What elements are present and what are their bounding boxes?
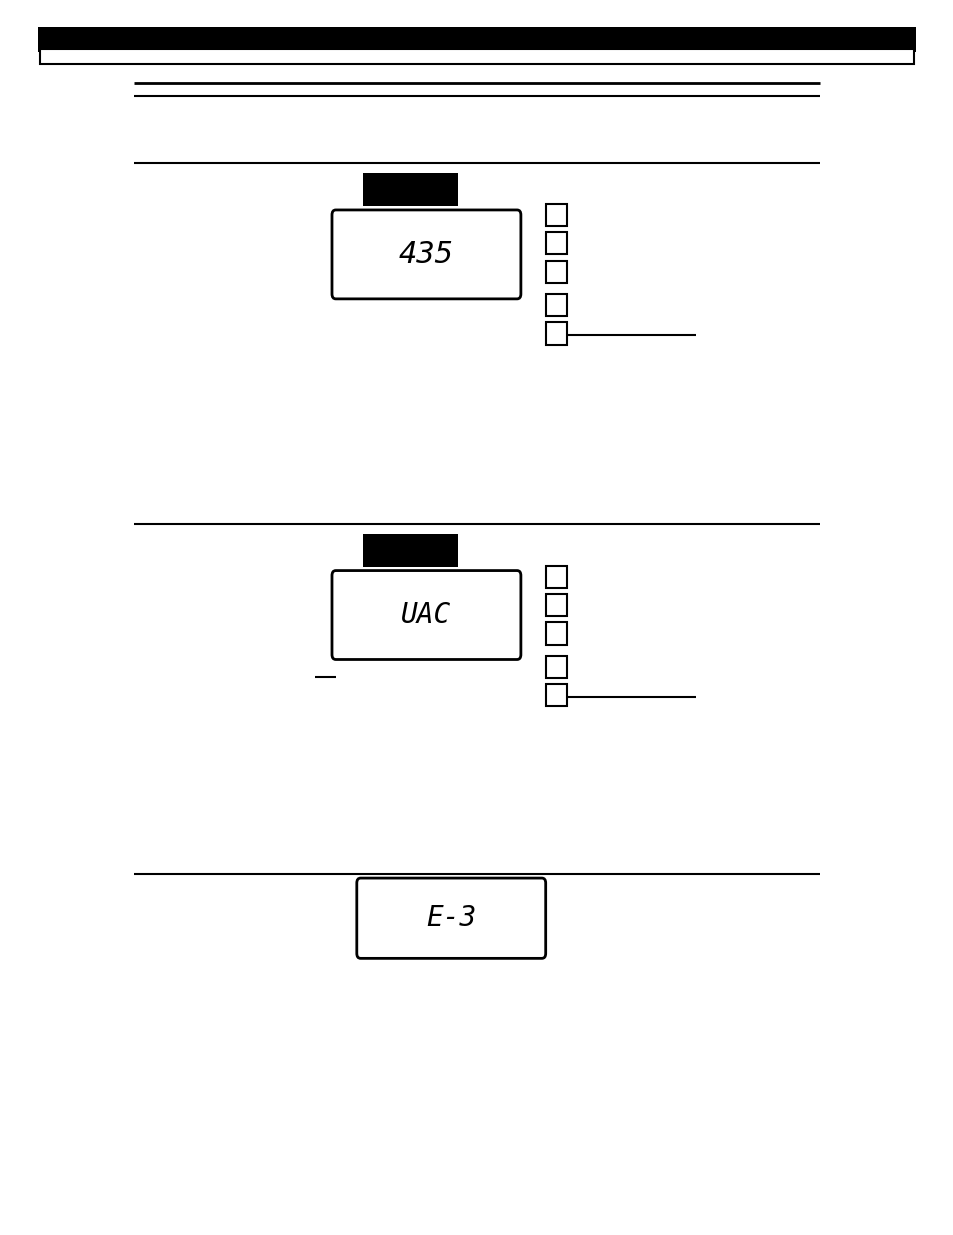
FancyBboxPatch shape [332, 210, 520, 299]
Bar [545, 294, 566, 316]
FancyBboxPatch shape [356, 878, 545, 958]
Bar [362, 534, 457, 567]
Bar [40, 49, 913, 64]
Text: 435: 435 [398, 240, 454, 269]
Bar [545, 261, 566, 283]
Bar [545, 622, 566, 645]
Bar [545, 204, 566, 226]
FancyBboxPatch shape [332, 571, 520, 659]
Text: E-3: E-3 [426, 904, 476, 932]
Bar [545, 322, 566, 345]
Text: UAC: UAC [401, 601, 451, 629]
Bar [545, 684, 566, 706]
Bar [545, 232, 566, 254]
Bar [38, 27, 915, 52]
Bar [545, 594, 566, 616]
Bar [362, 173, 457, 206]
Bar [545, 656, 566, 678]
Bar [545, 566, 566, 588]
